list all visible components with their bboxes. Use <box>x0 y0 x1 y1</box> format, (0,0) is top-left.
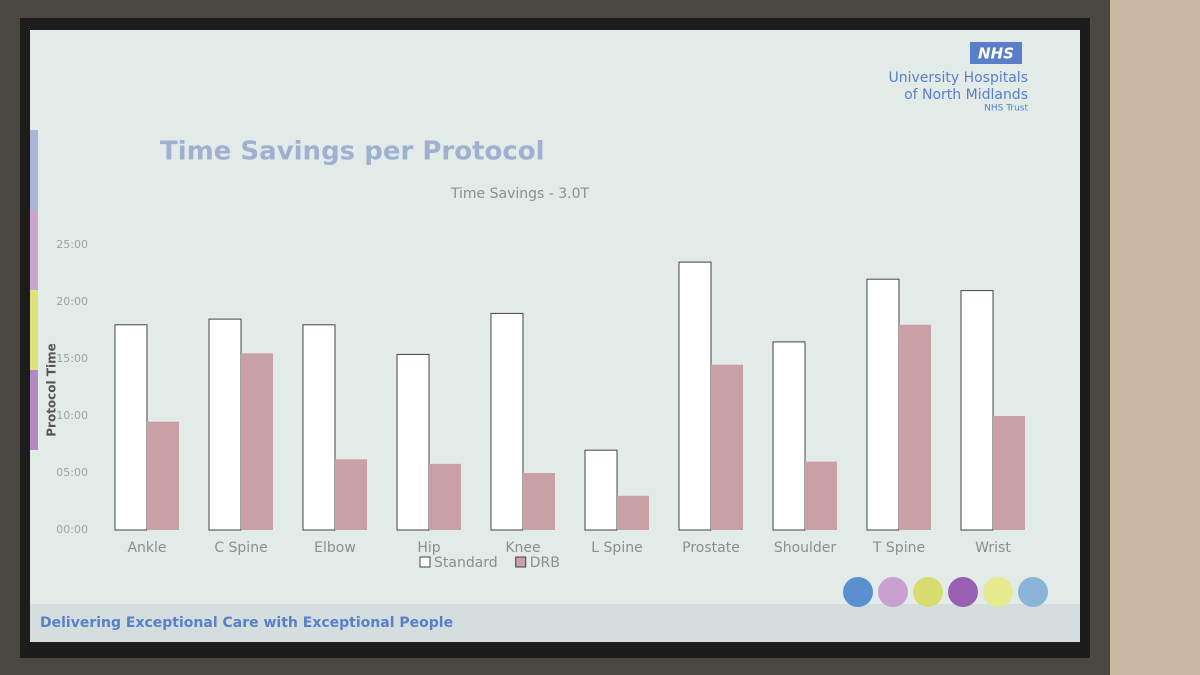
accent <box>30 370 38 450</box>
bar <box>302 324 336 531</box>
accent <box>30 290 38 370</box>
logo-badge-text: NHS <box>978 45 1014 63</box>
footer-band <box>30 604 1080 642</box>
x-tick-label: Knee <box>505 540 540 556</box>
legend-label: DRB <box>530 555 560 571</box>
x-tick-label: Hip <box>417 540 440 556</box>
icon <box>948 577 978 607</box>
logo-name: of North Midlands <box>904 87 1028 103</box>
y-tick-label: 00:00 <box>56 523 88 536</box>
bar <box>396 353 430 531</box>
y-tick-label: 10:00 <box>56 409 88 422</box>
x-tick-label: T Spine <box>872 540 925 556</box>
bar <box>899 324 931 530</box>
y-tick-label: 05:00 <box>56 466 88 479</box>
x-tick-label: Prostate <box>682 540 740 556</box>
bar <box>772 341 806 531</box>
logo-badge <box>970 42 1022 64</box>
bar <box>523 473 555 530</box>
bar <box>711 364 743 530</box>
bar <box>960 290 994 531</box>
icon <box>913 577 943 607</box>
icon <box>843 577 873 607</box>
bar <box>335 459 367 530</box>
x-tick-label: Ankle <box>127 540 166 556</box>
bar <box>584 449 618 531</box>
accent <box>30 210 38 290</box>
icon <box>878 577 908 607</box>
chart-title: Time Savings - 3.0T <box>450 186 590 202</box>
accent <box>30 130 38 210</box>
bar <box>114 324 148 531</box>
x-tick-label: C Spine <box>214 540 267 556</box>
legend-label: Standard <box>434 555 498 571</box>
wall <box>1110 0 1200 675</box>
y-tick-label: 15:00 <box>56 352 88 365</box>
footer-text: Delivering Exceptional Care with Excepti… <box>40 615 453 631</box>
bar <box>993 416 1025 530</box>
legend-swatch <box>515 556 527 568</box>
bar <box>208 318 242 531</box>
bar <box>805 461 837 530</box>
slide-title: Time Savings per Protocol <box>160 137 545 167</box>
bar <box>678 261 712 531</box>
bar <box>429 463 461 530</box>
bar <box>866 278 900 531</box>
bar <box>241 353 273 530</box>
y-tick-label: 25:00 <box>56 238 88 251</box>
logo-name: University Hospitals <box>889 70 1029 86</box>
x-tick-label: Wrist <box>975 540 1011 556</box>
y-axis-label: Protocol Time <box>45 343 59 437</box>
logo-trust: NHS Trust <box>984 104 1028 114</box>
icon <box>983 577 1013 607</box>
bar <box>147 421 179 530</box>
legend-swatch <box>419 556 431 568</box>
bar <box>617 495 649 530</box>
icon <box>1018 577 1048 607</box>
x-tick-label: Elbow <box>314 540 356 556</box>
x-tick-label: Shoulder <box>774 540 837 556</box>
y-tick-label: 20:00 <box>56 295 88 308</box>
x-tick-label: L Spine <box>591 540 642 556</box>
bar <box>490 312 524 531</box>
